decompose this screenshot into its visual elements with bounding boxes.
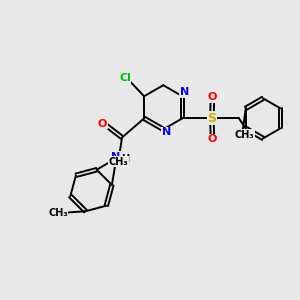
Text: S: S	[207, 112, 216, 125]
Text: N: N	[162, 127, 171, 137]
Text: CH₃: CH₃	[48, 208, 68, 218]
Text: N: N	[180, 87, 189, 98]
Text: O: O	[208, 92, 217, 102]
Text: CH₃: CH₃	[234, 130, 254, 140]
Text: O: O	[98, 118, 107, 129]
Text: N: N	[111, 152, 120, 162]
Text: O: O	[208, 134, 217, 144]
Text: Cl: Cl	[119, 73, 131, 83]
Text: H: H	[122, 154, 130, 164]
Text: CH₃: CH₃	[109, 157, 128, 167]
